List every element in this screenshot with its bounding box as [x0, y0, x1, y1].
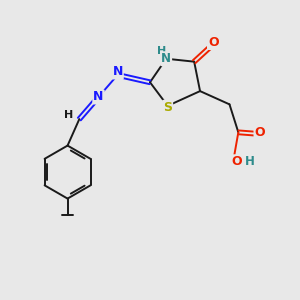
Text: O: O: [254, 126, 265, 139]
Text: N: N: [112, 65, 123, 79]
Text: H: H: [245, 155, 255, 168]
Text: N: N: [93, 91, 104, 103]
Text: N: N: [161, 52, 171, 65]
Text: O: O: [232, 155, 242, 168]
Text: H: H: [64, 110, 74, 120]
Text: H: H: [157, 46, 167, 56]
Text: S: S: [163, 101, 172, 114]
Text: O: O: [208, 36, 219, 49]
